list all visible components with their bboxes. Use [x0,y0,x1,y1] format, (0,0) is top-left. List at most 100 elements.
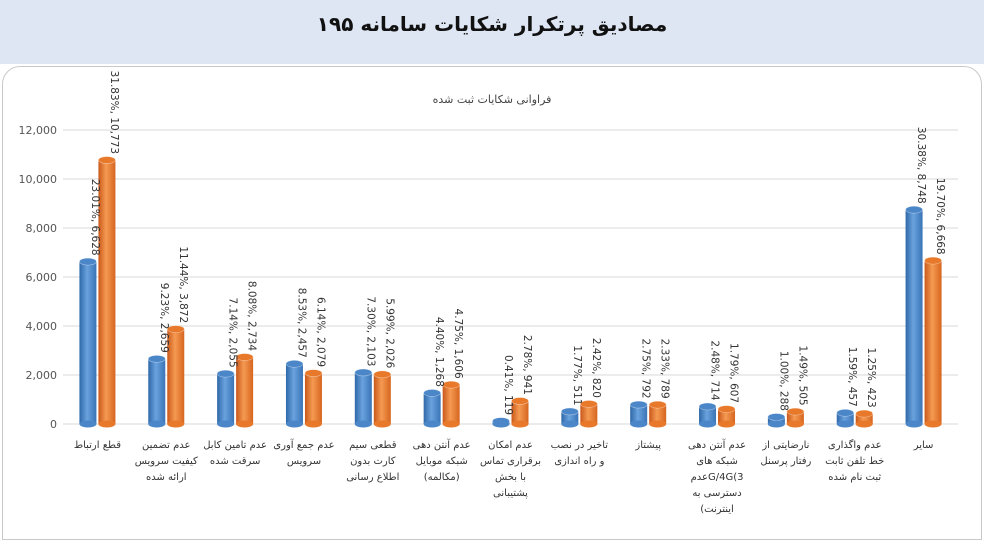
bar-top [580,400,598,408]
bar [580,400,598,428]
bar-base [148,420,166,428]
bar-body [630,404,648,424]
bar-top [442,380,460,389]
bar-top [216,369,235,378]
data-label: 1.79%, 607 [728,343,740,403]
bar [717,405,736,428]
bar-top [98,156,116,164]
bar [166,325,185,428]
bar [79,257,97,428]
bar-base [905,420,923,428]
bar [561,407,579,428]
bar [767,413,786,428]
bar-base [442,420,460,428]
data-label: 11.44%, 3,872 [177,246,189,323]
bar-top [423,389,441,397]
x-tick-label: (مکالمه) [424,472,460,483]
data-label: 1.49%, 505 [796,346,808,406]
bar-body [354,372,372,424]
bar [629,400,648,428]
gridlines [63,129,958,425]
x-tick-label: قطع ارتباط [74,440,121,451]
x-tick-label: نارضایتی از [761,440,809,451]
data-label: 8.08%, 2,734 [246,281,258,351]
bar-body [304,373,322,424]
bar-top [79,257,97,266]
data-label: 2.75%, 792 [640,339,652,399]
x-tick-label: عدم آنتن دهی [688,438,746,451]
bar [836,409,855,428]
data-label: 19.70%, 6,668 [934,178,946,255]
bar-top [373,370,392,379]
data-label: 1.00%, 288 [777,351,789,411]
bar-top [511,397,529,405]
bar-base [855,420,873,428]
bar [442,380,460,428]
x-tick-label: کارت بدون [350,456,396,467]
bar [423,389,441,428]
bar-body [836,412,854,424]
bar-base [767,420,785,428]
bar [373,370,392,428]
bar [786,407,805,428]
bar-body [580,403,598,424]
y-tick-label: 6,000 [26,271,58,284]
data-label: 6.14%, 2,079 [314,297,326,367]
page-title: مصادیق پرتکرار شکایات سامانه ۱۹۵ [316,12,668,36]
bar-body [373,374,391,424]
bar-base [836,420,854,428]
bar-top [166,325,185,333]
x-tick-label: عدم تضمین [142,440,190,451]
bar-base [423,420,441,428]
bar-body [924,260,942,424]
bar-body [718,409,736,424]
bar-top [304,369,323,377]
data-label: 30.38%, 8,748 [915,127,927,204]
bar-base [354,420,372,428]
x-tick-label: G/4G(3عدم [691,472,744,483]
bar-base [580,420,598,428]
bar-base [511,420,529,428]
x-tick-label: برقراری تماس [480,456,541,467]
y-tick-label: 4,000 [26,320,58,333]
bar-base [236,420,254,428]
data-label: 31.83%, 10,773 [108,71,120,154]
x-tick-label: سرویس [287,456,321,467]
bar-body [699,406,717,424]
bar-base [786,420,804,428]
bar-base [649,420,667,428]
chart-frame: فراوانی شکایات ثبت شده 0 2,000 4,000 6,000 8… [2,66,982,540]
x-tick-label: قطعی سیم [349,440,397,451]
bar-top [629,400,648,409]
data-label: 7.30%, 2,103 [364,296,376,366]
x-tick-label: عدم آنتن دهی [413,438,471,451]
bar-base [924,420,942,428]
bar-base [79,420,97,428]
bar [492,417,510,428]
bar-top [767,413,786,421]
bar-body [236,357,254,424]
bar-base [492,420,510,428]
x-tick-label: و راه اندازی [554,456,604,467]
bar [511,397,529,428]
x-tick-label: پیشتاز [634,440,661,451]
bar-chart: فراوانی شکایات ثبت شده 0 2,000 4,000 6,000 8… [19,71,958,515]
bar-top [235,353,254,361]
data-label: 1.77%, 511 [571,345,583,405]
data-label: 1.25%, 423 [865,348,877,408]
y-tick-label: 10,000 [19,173,58,186]
data-label: 4.75%, 1,606 [452,309,464,379]
x-tick-label: عدم تامین کابل [203,440,267,451]
x-axis: قطع ارتباط عدم تضمین کیفیت سرویس ارائه شده ع… [74,438,934,515]
bar [924,256,942,428]
x-tick-label: با بخش [495,472,526,483]
bar-body [285,363,303,424]
bar [905,205,923,428]
bar-body [98,160,116,424]
x-tick-label: اینترنت) [700,504,734,515]
bar-base [373,420,391,428]
bar-body [167,329,185,424]
bar [698,402,717,428]
y-tick-label: 8,000 [26,222,58,235]
bar-top [717,405,736,413]
